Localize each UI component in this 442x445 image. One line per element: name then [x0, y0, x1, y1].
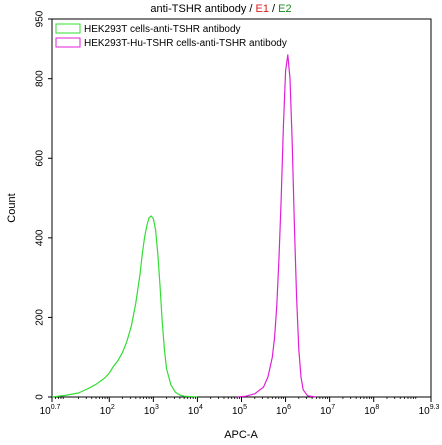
- title-gate-e2: E2: [278, 3, 291, 15]
- y-tick-label: 200: [35, 309, 46, 326]
- x-tick-label: 103: [144, 404, 159, 417]
- series-line-2: [237, 54, 317, 398]
- x-tick-label: 107: [320, 404, 335, 417]
- y-tick-label: 400: [35, 229, 46, 246]
- x-tick-label: 109.3: [419, 404, 440, 417]
- title-gate-e1: E1: [256, 3, 269, 15]
- title-main: anti-TSHR antibody: [150, 3, 246, 15]
- series-line-1: [51, 215, 198, 398]
- y-axis: 0 200 400 600 800 950: [35, 10, 52, 400]
- x-tick-label: 108: [364, 404, 379, 417]
- title-separator-1: /: [246, 3, 255, 15]
- legend: HEK293T cells-anti-TSHR antibody HEK293T-…: [55, 23, 287, 49]
- y-axis-label: Count: [6, 193, 18, 222]
- y-tick-label: 950: [35, 10, 46, 27]
- x-tick-label: 104: [188, 404, 203, 417]
- series-layer: [51, 54, 317, 398]
- title-separator-2: /: [269, 3, 278, 15]
- x-tick-label: 106: [276, 404, 291, 417]
- legend-swatch-2: [55, 37, 81, 48]
- legend-swatch-1: [55, 23, 81, 34]
- y-tick-label: 800: [35, 70, 46, 87]
- y-tick-label: 600: [35, 149, 46, 166]
- y-tick-label: 0: [35, 394, 46, 400]
- x-tick-label: 105: [232, 404, 247, 417]
- x-tick-label: 102: [100, 404, 115, 417]
- x-tick-label: 100.7: [40, 404, 61, 417]
- plot-frame: [51, 18, 432, 398]
- legend-label-1: HEK293T cells-anti-TSHR antibody: [84, 24, 241, 35]
- x-axis-label: APC-A: [224, 429, 258, 441]
- legend-label-2: HEK293T-Hu-TSHR cells-anti-TSHR antibody: [84, 38, 287, 49]
- x-axis: 100.7 102 103 104 105 106 107 108 109.3: [40, 397, 440, 417]
- chart-title: anti-TSHR antibody / E1 / E2: [150, 3, 291, 15]
